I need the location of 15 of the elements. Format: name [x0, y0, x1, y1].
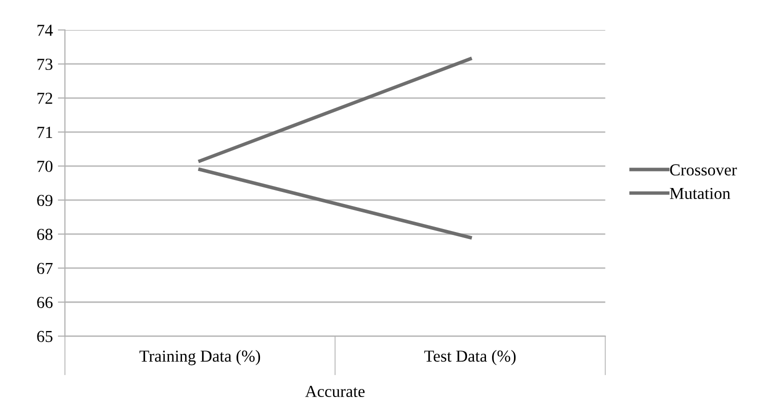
x-tick-label: Training Data (%) — [140, 350, 260, 366]
y-tick-label: 69 — [37, 194, 52, 206]
x-tick-label: Test Data (%) — [424, 350, 516, 366]
y-tick-label: 73 — [38, 58, 52, 70]
legend-label: Mutation — [670, 188, 730, 200]
y-tick-label: 66 — [37, 296, 53, 308]
y-tick-label: 72 — [38, 92, 52, 104]
y-tick-label: 67 — [37, 262, 53, 274]
y-tick-label: 71 — [38, 126, 52, 138]
y-tick-label: 68 — [37, 228, 52, 240]
x-axis-title: Accurate — [305, 386, 365, 398]
y-tick-label: 74 — [38, 24, 53, 36]
y-tick-label: 70 — [38, 160, 52, 172]
y-tick-label: 65 — [37, 330, 52, 342]
legend-label: Crossover — [670, 164, 737, 176]
